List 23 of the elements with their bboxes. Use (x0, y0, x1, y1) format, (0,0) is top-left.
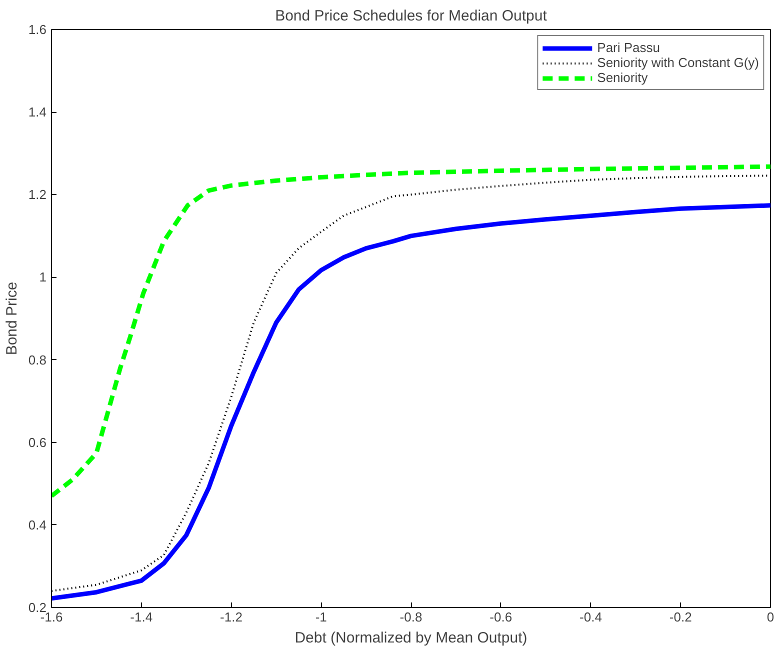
x-tick-label: -1.2 (220, 610, 242, 624)
y-tick-label: 1.2 (28, 187, 47, 202)
x-tick-label: -1.4 (130, 610, 153, 624)
legend-label: Seniority with Constant G(y) (597, 55, 759, 70)
y-tick-label: 0.8 (28, 352, 47, 368)
legend-label: Pari Passu (597, 40, 660, 55)
x-tick-label: -0.2 (669, 610, 692, 624)
x-tick-label: -0.4 (580, 610, 602, 624)
y-tick-label: 0.4 (28, 517, 47, 532)
legend-label: Seniority (597, 70, 648, 85)
x-tick-label: -0.6 (490, 610, 512, 624)
x-tick-label: -1 (315, 610, 327, 624)
y-tick-label: 1.4 (28, 104, 47, 120)
y-tick-label: 0.6 (28, 434, 47, 450)
line-series (52, 164, 770, 498)
x-axis-title: Debt (Normalized by Mean Output) (294, 630, 528, 646)
y-tick-label: 0.2 (28, 600, 47, 615)
y-axis-title: Bond Price (3, 282, 20, 356)
chart-title: Bond Price Schedules for Median Output (275, 8, 548, 24)
x-tick-label: -0.8 (400, 610, 422, 624)
x-tick-label: 0 (766, 610, 774, 624)
y-tick-label: 1.6 (28, 22, 47, 37)
y-tick-label: 1 (39, 270, 47, 285)
